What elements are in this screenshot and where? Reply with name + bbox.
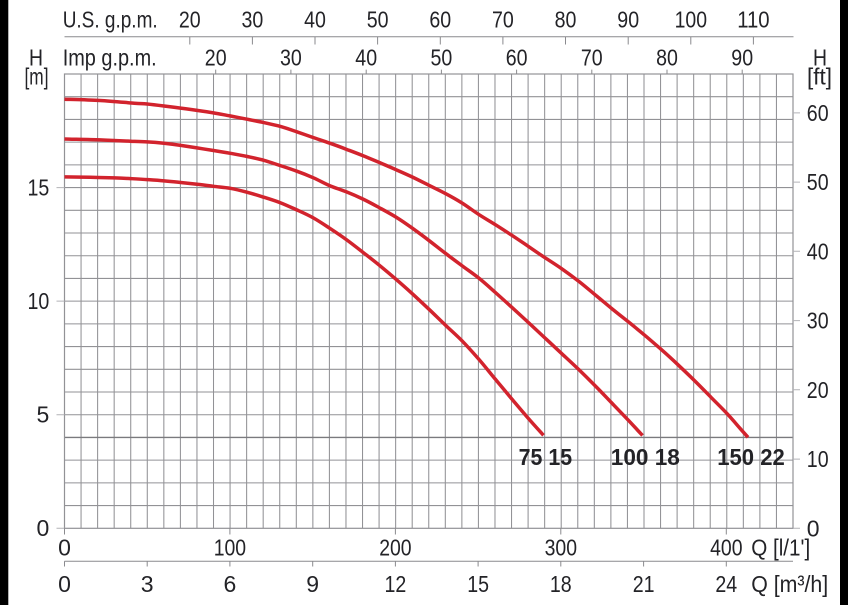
svg-text:70: 70	[581, 45, 603, 71]
svg-text:90: 90	[617, 7, 639, 33]
svg-text:[ft]: [ft]	[807, 64, 832, 90]
svg-text:24: 24	[715, 571, 737, 597]
svg-text:Q [l/1']: Q [l/1']	[751, 534, 810, 560]
svg-text:100 18: 100 18	[611, 444, 680, 470]
svg-text:20: 20	[205, 45, 227, 71]
svg-text:H: H	[29, 45, 43, 71]
svg-text:30: 30	[280, 45, 302, 71]
svg-text:9: 9	[306, 571, 319, 597]
svg-text:90: 90	[731, 45, 753, 71]
svg-text:30: 30	[242, 7, 264, 33]
svg-text:100: 100	[214, 534, 246, 560]
svg-text:6: 6	[224, 571, 237, 597]
svg-text:18: 18	[550, 571, 572, 597]
svg-text:20: 20	[807, 377, 829, 403]
svg-text:[m]: [m]	[25, 64, 49, 90]
svg-text:0: 0	[58, 571, 71, 597]
svg-text:80: 80	[555, 7, 577, 33]
svg-text:15: 15	[28, 175, 50, 201]
svg-text:U.S. g.p.m.: U.S. g.p.m.	[63, 7, 158, 33]
svg-text:3: 3	[141, 571, 154, 597]
svg-text:20: 20	[179, 7, 201, 33]
svg-text:75 15: 75 15	[519, 444, 573, 470]
svg-text:Imp g.p.m.: Imp g.p.m.	[63, 45, 157, 71]
svg-text:300: 300	[545, 534, 577, 560]
svg-text:60: 60	[506, 45, 528, 71]
svg-text:H: H	[813, 45, 827, 71]
svg-text:50: 50	[807, 169, 829, 195]
svg-text:15: 15	[467, 571, 489, 597]
svg-text:150 22: 150 22	[717, 444, 785, 470]
svg-text:100: 100	[675, 7, 707, 33]
svg-text:0: 0	[37, 515, 50, 541]
svg-text:10: 10	[28, 288, 50, 314]
svg-text:30: 30	[807, 308, 829, 334]
svg-text:80: 80	[656, 45, 678, 71]
svg-text:5: 5	[37, 402, 50, 428]
svg-text:0: 0	[807, 515, 820, 541]
svg-text:70: 70	[492, 7, 514, 33]
svg-text:Q [m³/h]: Q [m³/h]	[751, 571, 828, 597]
svg-text:400: 400	[710, 534, 742, 560]
svg-text:40: 40	[304, 7, 326, 33]
svg-text:50: 50	[367, 7, 389, 33]
svg-text:60: 60	[807, 100, 829, 126]
svg-text:12: 12	[385, 571, 407, 597]
svg-text:0: 0	[58, 534, 71, 560]
svg-text:200: 200	[379, 534, 411, 560]
svg-text:21: 21	[633, 571, 655, 597]
svg-text:50: 50	[431, 45, 453, 71]
svg-text:110: 110	[737, 7, 769, 33]
svg-text:40: 40	[355, 45, 377, 71]
svg-text:10: 10	[807, 446, 829, 472]
svg-text:40: 40	[807, 238, 829, 264]
svg-text:60: 60	[429, 7, 451, 33]
